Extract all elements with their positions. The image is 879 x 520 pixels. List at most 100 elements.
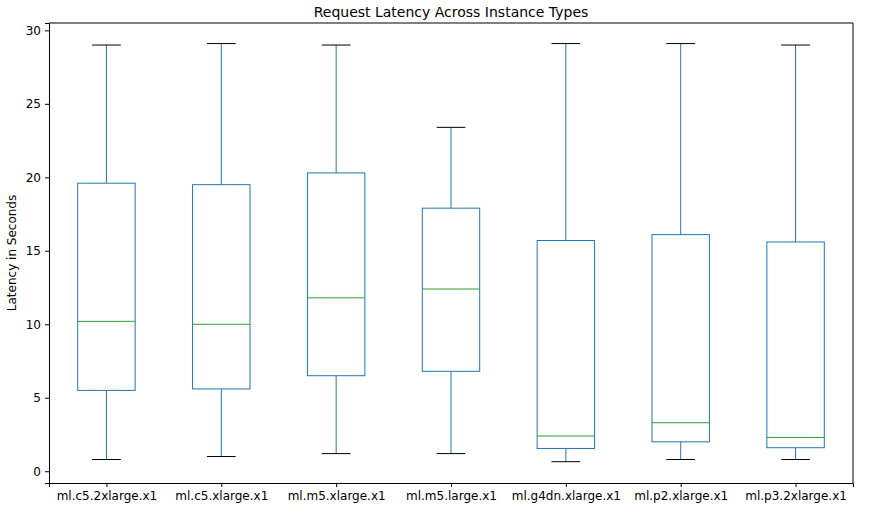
y-tick: 20 bbox=[26, 171, 49, 185]
x-tick: ml.m5.large.x1 bbox=[406, 483, 497, 503]
x-tick: ml.p2.xlarge.x1 bbox=[634, 483, 728, 503]
whisker-high bbox=[680, 44, 681, 235]
x-tick-label: ml.m5.large.x1 bbox=[406, 489, 497, 503]
whisker-high bbox=[795, 45, 796, 242]
y-tick-mark bbox=[45, 251, 49, 252]
y-tick: 10 bbox=[26, 318, 49, 332]
x-axis: ml.c5.2xlarge.x1 ml.c5.xlarge.x1 ml.m5.xla… bbox=[50, 483, 854, 503]
median bbox=[422, 289, 479, 290]
median bbox=[307, 297, 364, 298]
box bbox=[422, 208, 479, 371]
whisker-low bbox=[336, 376, 337, 454]
cap-low bbox=[322, 453, 351, 454]
whisker-low bbox=[106, 390, 107, 459]
frame-right bbox=[853, 23, 854, 483]
x-tick-label: ml.p2.xlarge.x1 bbox=[634, 489, 728, 503]
y-axis-label: Latency in Seconds bbox=[5, 195, 19, 311]
whisker-low bbox=[451, 371, 452, 453]
cap-low bbox=[92, 459, 121, 460]
plot: 0 5 10 15 20 25 30 ml.c5.2xlarge.x1 ml.c5.xlarge… bbox=[26, 23, 854, 503]
y-tick-mark bbox=[45, 398, 49, 399]
x-tick-label: ml.c5.2xlarge.x1 bbox=[57, 489, 158, 503]
x-tick-mark bbox=[221, 483, 222, 487]
cap-low bbox=[437, 453, 466, 454]
y-tick-label: 30 bbox=[26, 24, 41, 38]
whisker-high bbox=[451, 127, 452, 208]
x-axis-line bbox=[50, 484, 854, 488]
x-tick-label: ml.p3.2xlarge.x1 bbox=[745, 489, 847, 503]
cap-low bbox=[666, 459, 695, 460]
box bbox=[767, 242, 824, 448]
cap-high bbox=[781, 45, 810, 46]
x-tick-mark bbox=[451, 483, 452, 487]
y-tick: 5 bbox=[33, 391, 49, 405]
x-tick-label: ml.m5.xlarge.x1 bbox=[288, 489, 386, 503]
box bbox=[78, 183, 135, 390]
cap-low bbox=[552, 461, 581, 462]
y-tick: 25 bbox=[26, 97, 49, 111]
box-group bbox=[78, 45, 135, 459]
y-tick-mark bbox=[45, 177, 49, 178]
x-tick-label: ml.g4dn.xlarge.x1 bbox=[512, 489, 621, 503]
box-group bbox=[652, 44, 709, 460]
y-tick-label: 5 bbox=[33, 391, 41, 405]
box-group bbox=[537, 44, 594, 462]
cap-high bbox=[92, 45, 121, 46]
x-tick: ml.m5.xlarge.x1 bbox=[288, 483, 386, 503]
median bbox=[193, 324, 250, 325]
whisker-low bbox=[565, 448, 566, 461]
x-tick-label: ml.c5.xlarge.x1 bbox=[175, 489, 268, 503]
whisker-high bbox=[336, 45, 337, 173]
y-axis-line bbox=[45, 24, 50, 484]
box bbox=[307, 173, 364, 376]
y-tick-mark bbox=[45, 30, 49, 31]
x-tick-mark bbox=[566, 483, 567, 487]
x-tick-mark bbox=[336, 483, 337, 487]
x-tick: ml.c5.2xlarge.x1 bbox=[57, 483, 158, 503]
box bbox=[652, 235, 709, 442]
y-tick-mark bbox=[45, 471, 49, 472]
cap-low bbox=[207, 456, 236, 457]
cap-high bbox=[666, 43, 695, 44]
box-group bbox=[193, 44, 250, 457]
y-tick: 15 bbox=[26, 244, 49, 258]
chart: 0 5 10 15 20 25 30 ml.c5.2xlarge.x1 ml.c5.xlarge… bbox=[0, 0, 879, 520]
y-tick-label: 15 bbox=[26, 244, 41, 258]
cap-high bbox=[437, 127, 466, 128]
x-tick-mark bbox=[681, 483, 682, 487]
y-axis: 0 5 10 15 20 25 30 bbox=[26, 24, 50, 484]
box-group bbox=[767, 45, 824, 459]
median bbox=[78, 321, 135, 322]
whisker-low bbox=[795, 448, 796, 460]
box-group bbox=[422, 127, 479, 453]
x-tick-mark bbox=[106, 483, 107, 487]
y-tick-mark bbox=[45, 324, 49, 325]
whisker-high bbox=[565, 44, 566, 241]
median bbox=[537, 435, 594, 436]
box-group bbox=[307, 45, 364, 454]
boxes bbox=[78, 44, 825, 462]
x-tick-mark bbox=[796, 483, 797, 487]
frame-top bbox=[49, 23, 853, 24]
median bbox=[767, 437, 824, 438]
whisker-low bbox=[680, 442, 681, 460]
whisker-high bbox=[106, 45, 107, 183]
box bbox=[537, 241, 594, 449]
whisker-low bbox=[221, 389, 222, 457]
x-tick: ml.c5.xlarge.x1 bbox=[175, 483, 268, 503]
cap-high bbox=[552, 43, 581, 44]
cap-low bbox=[781, 459, 810, 460]
y-tick-label: 25 bbox=[26, 97, 41, 111]
cap-high bbox=[207, 43, 236, 44]
y-tick: 30 bbox=[26, 24, 49, 38]
whisker-high bbox=[221, 44, 222, 185]
box bbox=[193, 185, 250, 389]
median bbox=[652, 422, 709, 423]
cap-high bbox=[322, 45, 351, 46]
title: Request Latency Across Instance Types bbox=[314, 4, 589, 20]
y-tick-label: 10 bbox=[26, 318, 41, 332]
x-tick: ml.g4dn.xlarge.x1 bbox=[512, 483, 621, 503]
y-tick-label: 0 bbox=[33, 465, 41, 479]
y-tick-mark bbox=[45, 104, 49, 105]
x-tick: ml.p3.2xlarge.x1 bbox=[745, 483, 847, 503]
